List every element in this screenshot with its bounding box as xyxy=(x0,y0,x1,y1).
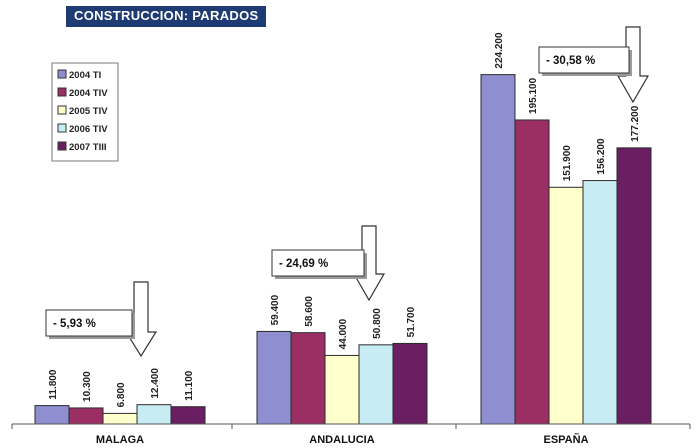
callout-label: - 30,58 % xyxy=(546,55,595,67)
legend-swatch-2006-tiv xyxy=(57,123,67,133)
legend-swatch-2007-tiii xyxy=(57,141,67,151)
bar-malaga-2006-tiv xyxy=(136,404,172,425)
legend-label-2007-tiii: 2007 TIII xyxy=(69,142,107,153)
bar-andalucia-2004-tiv xyxy=(290,332,326,425)
legend-swatch-2004-tiv xyxy=(57,87,67,97)
bar-espa-a-2005-tiv xyxy=(548,186,584,425)
value-label-andalucia-2006-tiv: 50.800 xyxy=(372,308,383,339)
value-label-andalucia-2004-ti: 59.400 xyxy=(270,294,281,325)
legend-swatch-2005-tiv xyxy=(57,105,67,115)
legend-label-2004-ti: 2004 TI xyxy=(69,70,101,81)
legend-label-2005-tiv: 2005 TIV xyxy=(69,106,108,117)
bar-malaga-2005-tiv xyxy=(102,412,138,425)
bar-andalucia-2005-tiv xyxy=(324,354,360,425)
chart-title: CONSTRUCCION: PARADOS xyxy=(66,6,267,27)
bar-andalucia-2006-tiv xyxy=(358,344,394,425)
bar-andalucia-2007-tiii xyxy=(392,342,428,425)
value-label-malaga-2004-ti: 11.800 xyxy=(48,369,59,399)
value-label-espa-a-2006-tiv: 156.200 xyxy=(596,138,607,175)
value-label-malaga-2004-tiv: 10.300 xyxy=(82,371,93,402)
x-tick-label-malaga: MALAGA xyxy=(96,434,144,446)
value-label-malaga-2006-tiv: 12.400 xyxy=(150,368,161,399)
value-labels-layer: 11.800 10.300 6.800 12.400 11.100 59.400 58.60… xyxy=(48,32,641,407)
legend: 2004 TI 2004 TIV 2005 TIV 2006 TIV 2007 TIII xyxy=(51,62,119,162)
callout-label: - 5,93 % xyxy=(53,318,96,330)
legend-label-2004-tiv: 2004 TIV xyxy=(69,88,108,99)
callout-label: - 24,69 % xyxy=(279,258,328,270)
bar-espa-a-2004-ti xyxy=(480,74,516,425)
value-label-espa-a-2004-ti: 224.200 xyxy=(494,32,505,69)
value-label-andalucia-2004-tiv: 58.600 xyxy=(304,296,315,327)
callout-box xyxy=(271,249,365,277)
bar-espa-a-2004-tiv xyxy=(514,119,550,425)
legend-label-2006-tiv: 2006 TIV xyxy=(69,124,108,135)
bar-espa-a-2007-tiii xyxy=(616,147,652,425)
bar-malaga-2004-ti xyxy=(34,405,70,425)
value-label-espa-a-2005-tiv: 151.900 xyxy=(562,145,573,182)
callout-box xyxy=(538,46,630,74)
x-tick-label-andalucia: ANDALUCIA xyxy=(309,434,374,446)
value-label-andalucia-2005-tiv: 44.000 xyxy=(338,318,349,349)
bar-andalucia-2004-ti xyxy=(256,330,292,425)
x-tick-label-espa-a: ESPAÑA xyxy=(543,433,588,446)
callout-box xyxy=(45,309,133,337)
value-label-malaga-2007-tiii: 11.100 xyxy=(184,370,195,400)
value-label-malaga-2005-tiv: 6.800 xyxy=(116,382,127,407)
bar-malaga-2004-tiv xyxy=(68,407,104,425)
legend-swatch-2004-ti xyxy=(57,69,67,79)
value-label-espa-a-2004-tiv: 195.100 xyxy=(528,77,539,114)
callouts-layer: - 5,93 % - 24,69 % - 30,58 % xyxy=(45,26,650,358)
x-axis: MALAGA ANDALUCIA ESPAÑA xyxy=(11,423,691,446)
bar-malaga-2007-tiii xyxy=(170,406,206,425)
value-label-espa-a-2007-tiii: 177.200 xyxy=(630,105,641,142)
value-label-andalucia-2007-tiii: 51.700 xyxy=(406,306,417,337)
bars-layer xyxy=(34,74,652,425)
bar-espa-a-2006-tiv xyxy=(582,180,618,425)
